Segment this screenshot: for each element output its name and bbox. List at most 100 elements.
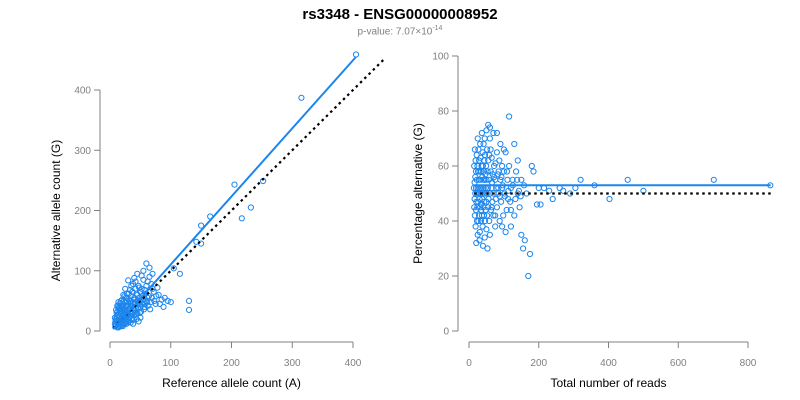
x-tick-label: 200 <box>530 358 547 369</box>
x-tick-label: 600 <box>670 358 687 369</box>
data-point <box>160 303 167 310</box>
data-point <box>478 206 485 214</box>
data-point <box>481 234 488 241</box>
data-point <box>517 193 524 200</box>
data-point <box>231 181 238 188</box>
data-point <box>516 204 523 211</box>
data-point <box>135 318 142 325</box>
data-point <box>525 272 532 280</box>
data-point <box>492 223 499 230</box>
data-point <box>479 149 486 156</box>
data-point <box>477 217 484 225</box>
x-tick-label: 100 <box>162 358 179 369</box>
reference-line <box>112 59 385 329</box>
data-point <box>138 272 145 279</box>
data-point <box>137 314 144 321</box>
data-point <box>149 270 156 277</box>
percentage-panel: 0 200 400 600 800 0 20 40 60 80 100 Total number of… <box>411 52 774 390</box>
data-point <box>114 302 121 309</box>
data-point <box>484 146 491 153</box>
data-point <box>198 222 205 229</box>
data-point <box>352 51 360 58</box>
data-point <box>549 195 556 203</box>
data-point <box>493 129 500 137</box>
data-point <box>247 204 254 211</box>
data-point <box>176 270 183 277</box>
data-point <box>502 228 509 236</box>
data-point <box>144 299 151 306</box>
data-point <box>472 157 479 164</box>
data-point <box>518 176 525 183</box>
data-point <box>487 146 494 153</box>
data-point <box>471 204 478 211</box>
data-point <box>505 187 512 194</box>
data-point <box>490 212 497 219</box>
data-point <box>123 290 131 297</box>
fit-line <box>112 56 357 330</box>
data-point <box>136 284 143 291</box>
data-point <box>481 135 488 142</box>
data-point <box>483 198 490 205</box>
y-tick-label: 0 <box>443 327 449 338</box>
y-tick-label: 60 <box>438 162 450 173</box>
data-point <box>156 300 163 307</box>
data-point <box>474 231 481 238</box>
data-point <box>471 162 478 170</box>
data-point <box>185 306 193 313</box>
data-point <box>185 297 193 304</box>
data-point <box>537 201 544 208</box>
data-point <box>515 187 523 194</box>
x-tick-label: 0 <box>466 358 472 369</box>
data-point <box>497 140 504 148</box>
data-point <box>488 204 495 211</box>
data-point <box>512 195 519 203</box>
data-point <box>483 162 490 170</box>
data-point <box>511 140 518 148</box>
data-point <box>126 286 134 294</box>
data-point <box>477 140 484 148</box>
data-point <box>492 160 499 167</box>
data-point <box>128 282 135 289</box>
data-point <box>490 190 497 197</box>
data-point <box>528 162 535 170</box>
x-axis-label: Total number of reads <box>550 376 666 390</box>
data-point <box>514 176 521 183</box>
y-axis-label: Alternative allele count (G) <box>49 140 63 281</box>
data-point <box>483 226 490 233</box>
data-point <box>170 265 177 272</box>
data-point <box>116 313 123 320</box>
data-point <box>479 242 486 249</box>
data-point <box>493 149 500 156</box>
data-point <box>193 238 200 245</box>
data-point <box>479 195 486 203</box>
data-point <box>492 212 499 219</box>
data-point <box>471 195 478 203</box>
data-point <box>520 245 527 252</box>
data-point <box>498 173 505 181</box>
data-point <box>484 245 491 252</box>
y-tick-label: 100 <box>74 266 91 277</box>
y-tick-label: 200 <box>74 206 91 217</box>
y-tick-label: 400 <box>74 86 91 97</box>
data-point <box>495 168 502 175</box>
data-point <box>504 176 511 183</box>
data-point <box>298 94 305 101</box>
x-tick-label: 800 <box>740 358 757 369</box>
pvalue-exponent: -14 <box>432 25 443 32</box>
data-point <box>141 303 148 310</box>
data-point <box>132 278 139 285</box>
data-point <box>503 168 511 175</box>
data-point <box>238 215 245 222</box>
x-axis-label: Reference allele count (A) <box>162 376 301 390</box>
data-point <box>499 162 506 170</box>
data-point <box>474 135 481 142</box>
chart-title: rs3348 - ENSG00000008952 <box>302 6 498 23</box>
data-point <box>476 157 483 164</box>
data-point <box>477 204 484 211</box>
data-point <box>480 140 487 148</box>
data-point <box>122 294 129 301</box>
data-point <box>577 176 584 183</box>
data-point <box>496 217 503 225</box>
data-point <box>146 264 153 271</box>
data-point <box>499 223 506 230</box>
